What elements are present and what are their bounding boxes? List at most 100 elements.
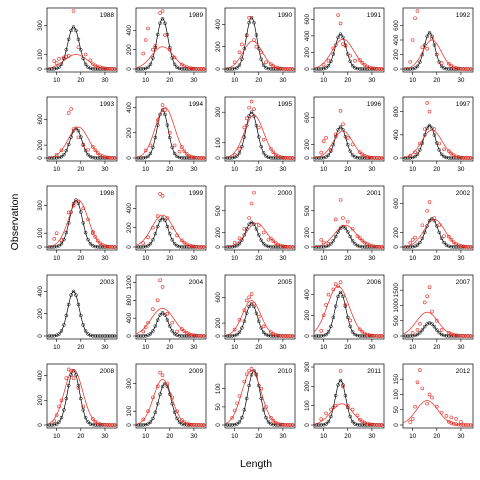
y-tick-label: 0 [304, 245, 311, 249]
observation-point-black [52, 245, 56, 249]
observation-point-red [456, 155, 461, 159]
observation-point-red [288, 156, 292, 160]
observation-point-black [225, 423, 230, 427]
y-tick-label: 400 [126, 312, 133, 323]
panel-year-label: 1998 [100, 190, 115, 197]
fitted-line-black [136, 312, 206, 337]
observation-point-black [317, 423, 321, 427]
observation-point-black [76, 383, 81, 388]
y-tick-label: 400 [304, 30, 311, 41]
y-tick-label: 500 [215, 205, 222, 216]
observation-point-black [91, 243, 95, 248]
observation-point-black [269, 245, 273, 249]
observation-point-black [172, 151, 177, 156]
observation-point-black [74, 28, 78, 33]
observation-point-red [163, 108, 167, 112]
observation-point-black [242, 233, 247, 237]
observation-point-black [420, 236, 425, 241]
observation-point-red [91, 229, 95, 234]
panel-frame [313, 363, 385, 429]
observation-point-red [247, 15, 251, 20]
observation-point-black [153, 135, 158, 140]
observation-point-red [425, 294, 429, 299]
observation-point-black [50, 156, 54, 160]
observation-point-black [175, 416, 179, 421]
observation-point-red [100, 422, 105, 427]
observation-point-black [326, 153, 331, 157]
observation-point-black [232, 66, 237, 71]
x-tick-label: 10 [231, 77, 239, 84]
observation-point-black [180, 67, 184, 71]
observation-point-black [324, 332, 328, 337]
observation-point-black [100, 67, 105, 71]
observation-point-red [427, 285, 432, 289]
observation-point-red [232, 153, 237, 157]
observation-point-red [288, 334, 292, 338]
observation-point-red [281, 422, 285, 427]
y-tick-label: 200 [304, 47, 311, 58]
observation-point-red [189, 332, 194, 337]
observation-point-black [103, 245, 107, 249]
observation-point-black [153, 324, 158, 328]
observation-point-red [456, 422, 461, 427]
observation-point-red [360, 329, 365, 334]
observation-point-black [420, 328, 425, 332]
observation-point-red [86, 147, 90, 152]
observation-point-black [451, 245, 456, 249]
observation-point-red [290, 423, 295, 427]
observation-point-black [237, 151, 242, 155]
x-tick-label: 10 [53, 166, 61, 173]
observation-point-red [247, 368, 251, 373]
observation-point-red [167, 47, 172, 52]
observation-point-red [76, 135, 81, 140]
x-tick-label: 20 [77, 433, 85, 440]
observation-point-red [54, 152, 59, 157]
observation-point-red [451, 65, 456, 70]
observation-point-red [459, 423, 463, 427]
observation-point-red [341, 216, 345, 220]
observation-point-black [341, 383, 345, 387]
panel-frame [402, 274, 474, 340]
observation-point-red [112, 423, 117, 427]
observation-point-red [105, 423, 110, 427]
observation-point-black [160, 384, 165, 389]
observation-point-black [333, 393, 338, 398]
observation-point-red [194, 423, 199, 427]
observation-point-red [57, 57, 61, 61]
fitted-line-red [225, 40, 295, 70]
observation-point-black [163, 218, 167, 223]
observation-point-black [69, 28, 73, 33]
y-tick-label: 1200 [126, 275, 133, 290]
observation-point-black [158, 313, 162, 317]
observation-point-black [59, 154, 64, 159]
observation-point-black [418, 60, 422, 64]
observation-point-black [261, 63, 266, 67]
observation-point-red [321, 313, 326, 318]
observation-point-black [449, 245, 454, 249]
observation-point-black [329, 242, 333, 246]
observation-point-red [360, 238, 365, 243]
observation-point-black [141, 423, 145, 427]
observation-point-black [50, 245, 54, 249]
observation-point-red [415, 9, 420, 13]
observation-point-red [326, 292, 331, 297]
observation-point-black [232, 244, 237, 249]
fitted-line-red [136, 107, 206, 159]
observation-point-red [437, 223, 442, 228]
panel-year-label: 2007 [456, 279, 471, 286]
observation-point-red [71, 203, 76, 208]
observation-point-red [370, 155, 374, 160]
observation-point-red [182, 149, 187, 153]
observation-point-red [151, 47, 155, 52]
observation-point-red [237, 318, 242, 322]
observation-point-black [406, 67, 410, 71]
observation-point-black [360, 156, 365, 160]
y-tick-label: 200 [215, 41, 222, 52]
observation-point-red [93, 419, 98, 424]
panel-year-label: 2000 [278, 190, 293, 197]
y-tick-label: 400 [126, 203, 133, 214]
observation-point-red [189, 155, 194, 159]
observation-point-red [201, 423, 206, 427]
observation-point-black [148, 241, 153, 246]
